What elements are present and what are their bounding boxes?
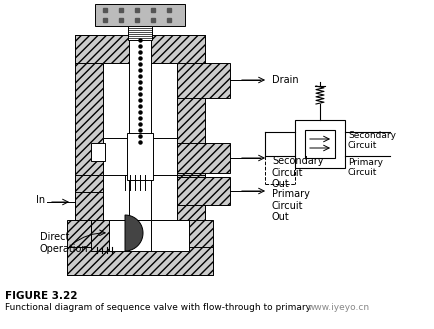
Bar <box>75 175 103 220</box>
Bar <box>129 35 151 220</box>
Polygon shape <box>125 215 143 251</box>
Text: Secondary
Circuit
Out: Secondary Circuit Out <box>271 156 323 189</box>
Bar <box>177 63 230 98</box>
Bar <box>177 35 204 220</box>
Text: Primary
Circuit: Primary Circuit <box>347 158 382 177</box>
Bar <box>177 177 230 205</box>
Bar <box>75 35 204 63</box>
Text: Drain: Drain <box>271 75 298 85</box>
Bar <box>294 120 344 168</box>
Text: Secondary
Circuit: Secondary Circuit <box>347 131 395 150</box>
Bar <box>129 220 151 251</box>
Bar <box>91 220 188 251</box>
Text: In: In <box>36 195 45 205</box>
Bar <box>67 247 213 275</box>
Bar <box>127 133 153 180</box>
Bar <box>304 130 334 158</box>
Bar <box>95 4 184 26</box>
Text: FIGURE 3.22: FIGURE 3.22 <box>5 291 77 301</box>
Bar <box>177 143 230 173</box>
Bar <box>67 220 213 275</box>
Bar <box>177 175 204 220</box>
Bar <box>75 35 103 220</box>
Bar <box>91 143 105 161</box>
Bar <box>91 220 109 251</box>
Bar <box>103 175 177 220</box>
Bar <box>75 192 204 220</box>
Bar <box>128 26 151 40</box>
Text: www.iyeyo.cn: www.iyeyo.cn <box>307 303 369 312</box>
Text: Functional diagram of sequence valve with flow-through to primary: Functional diagram of sequence valve wit… <box>5 303 310 312</box>
Text: Direct
Operation: Direct Operation <box>40 232 89 254</box>
Bar <box>103 63 177 138</box>
Text: Primary
Circuit
Out: Primary Circuit Out <box>271 189 309 222</box>
